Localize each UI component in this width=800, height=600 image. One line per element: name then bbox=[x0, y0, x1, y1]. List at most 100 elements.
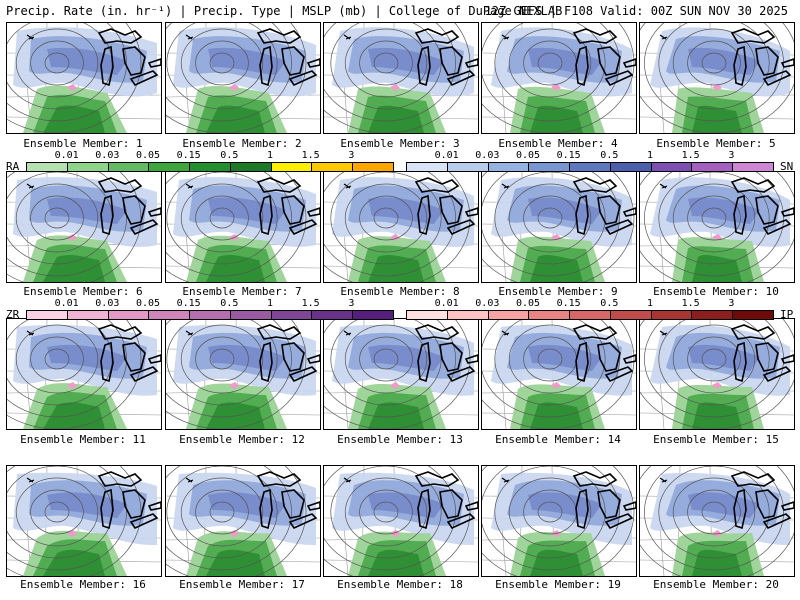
colorbar-ip-tick: 1.5 bbox=[681, 298, 700, 309]
colorbar-ip-tick: 0.15 bbox=[556, 298, 581, 309]
colorbar-ip-tick: 0.03 bbox=[475, 298, 500, 309]
ensemble-member-label: Ensemble Member: 3 bbox=[340, 137, 460, 150]
colorbar-sn-tick: 1 bbox=[646, 150, 654, 161]
ensemble-member-map bbox=[6, 318, 162, 430]
colorbar-zr-swatch bbox=[190, 311, 231, 319]
colorbar-zr-swatch bbox=[312, 311, 354, 319]
colorbar-ip-swatch bbox=[447, 311, 489, 319]
ensemble-member-label: Ensemble Member: 14 bbox=[495, 433, 621, 446]
colorbar-sn-tick: 0.5 bbox=[600, 150, 619, 161]
colorbar-zr-swatch bbox=[271, 311, 313, 319]
ensemble-member-map bbox=[481, 171, 637, 283]
ensemble-member-label: Ensemble Member: 12 bbox=[179, 433, 305, 446]
colorbar-sn-tick: 0.15 bbox=[556, 150, 581, 161]
colorbar-ra-tick: 1 bbox=[266, 150, 274, 161]
colorbar-ra-tick: 0.01 bbox=[54, 150, 79, 161]
colorbar-ip-tick: 3 bbox=[728, 298, 735, 309]
colorbar-sn-swatch bbox=[570, 163, 611, 171]
ensemble-member-label: Ensemble Member: 9 bbox=[498, 285, 618, 298]
ensemble-member-label: Ensemble Member: 1 bbox=[23, 137, 143, 150]
colorbar-ra-swatch bbox=[353, 163, 394, 171]
ensemble-member-label: Ensemble Member: 15 bbox=[653, 433, 779, 446]
ensemble-member-map bbox=[481, 318, 637, 430]
ensemble-member-label: Ensemble Member: 4 bbox=[498, 137, 618, 150]
colorbar-ra-swatch bbox=[230, 163, 272, 171]
ensemble-member-label: Ensemble Member: 11 bbox=[20, 433, 146, 446]
colorbar-zr-swatch bbox=[27, 311, 68, 319]
ensemble-member-map bbox=[639, 171, 795, 283]
ensemble-member-label: Ensemble Member: 6 bbox=[23, 285, 143, 298]
ensemble-member-label: Ensemble Member: 2 bbox=[182, 137, 302, 150]
colorbar-ip-tick: 1 bbox=[646, 298, 654, 309]
colorbar-ra-tick: 0.05 bbox=[135, 150, 161, 161]
colorbar-ra-tick: 0.5 bbox=[220, 150, 239, 161]
cb-ra-code: RA bbox=[6, 160, 20, 173]
colorbar-ra-tick: 0.15 bbox=[176, 150, 201, 161]
colorbar-snow bbox=[406, 162, 774, 172]
colorbar-sn-swatch bbox=[651, 163, 693, 171]
colorbar-zr-tick: 1.5 bbox=[301, 298, 320, 309]
cb-sn-code: SN bbox=[780, 160, 794, 173]
ensemble-member-label: Ensemble Member: 5 bbox=[656, 137, 776, 150]
ensemble-member-map bbox=[323, 318, 479, 430]
colorbar-ip-tick: 0.01 bbox=[434, 298, 459, 309]
ensemble-member-map bbox=[6, 465, 162, 577]
colorbar-freezing-rain bbox=[26, 310, 394, 320]
colorbar-ip-swatch bbox=[733, 311, 774, 319]
colorbar-zr-swatch bbox=[230, 311, 272, 319]
colorbar-ip-swatch bbox=[692, 311, 734, 319]
ensemble-member-label: Ensemble Member: 18 bbox=[337, 578, 463, 591]
ensemble-member-map bbox=[481, 465, 637, 577]
colorbar-sn-tick: 0.01 bbox=[434, 150, 459, 161]
colorbar-ip-swatch bbox=[651, 311, 693, 319]
ensemble-member-label: Ensemble Member: 13 bbox=[337, 433, 463, 446]
colorbar-ip-swatch bbox=[407, 311, 448, 319]
ensemble-member-map bbox=[165, 171, 321, 283]
ensemble-member-label: Ensemble Member: 8 bbox=[340, 285, 460, 298]
colorbar-rain bbox=[26, 162, 394, 172]
colorbar-zr-swatch bbox=[67, 311, 109, 319]
colorbar-sn-tick: 0.05 bbox=[515, 150, 541, 161]
ensemble-member-map bbox=[6, 22, 162, 134]
colorbar-ra-swatch bbox=[149, 163, 191, 171]
colorbar-sn-swatch bbox=[488, 163, 530, 171]
colorbar-ip-swatch bbox=[570, 311, 611, 319]
cb-zr-code: ZR bbox=[6, 308, 20, 321]
colorbar-ra-swatch bbox=[271, 163, 313, 171]
ensemble-member-map bbox=[165, 22, 321, 134]
ensemble-member-map bbox=[165, 465, 321, 577]
ensemble-member-map bbox=[323, 465, 479, 577]
colorbar-ra-swatch bbox=[108, 163, 150, 171]
colorbar-sn-swatch bbox=[407, 163, 448, 171]
colorbar-ra-tick: 3 bbox=[348, 150, 355, 161]
ensemble-member-map bbox=[639, 465, 795, 577]
ensemble-member-map bbox=[165, 318, 321, 430]
ensemble-member-map bbox=[639, 22, 795, 134]
ensemble-member-map bbox=[481, 22, 637, 134]
colorbar-ice-pellets bbox=[406, 310, 774, 320]
map-title: Precip. Rate (in. hr⁻¹) | Precip. Type |… bbox=[6, 4, 563, 18]
colorbar-sn-tick: 3 bbox=[728, 150, 735, 161]
colorbar-zr-tick: 0.03 bbox=[95, 298, 120, 309]
ensemble-member-map bbox=[323, 171, 479, 283]
ensemble-member-label: Ensemble Member: 19 bbox=[495, 578, 621, 591]
ensemble-member-label: Ensemble Member: 16 bbox=[20, 578, 146, 591]
colorbar-zr-tick: 0.5 bbox=[220, 298, 239, 309]
run-valid-time: 12Z GEFS | F108 Valid: 00Z SUN NOV 30 20… bbox=[484, 4, 788, 18]
colorbar-sn-swatch bbox=[610, 163, 652, 171]
colorbar-ip-swatch bbox=[488, 311, 530, 319]
colorbar-ip-swatch bbox=[529, 311, 571, 319]
colorbar-ra-swatch bbox=[67, 163, 109, 171]
ensemble-member-map bbox=[323, 22, 479, 134]
colorbar-sn-swatch bbox=[733, 163, 774, 171]
ensemble-member-map bbox=[6, 171, 162, 283]
colorbar-ip-swatch bbox=[610, 311, 652, 319]
colorbar-ra-swatch bbox=[190, 163, 231, 171]
ensemble-member-label: Ensemble Member: 17 bbox=[179, 578, 305, 591]
colorbar-ra-tick: 1.5 bbox=[301, 150, 320, 161]
ensemble-member-label: Ensemble Member: 20 bbox=[653, 578, 779, 591]
colorbar-ip-tick: 0.5 bbox=[600, 298, 619, 309]
colorbar-zr-tick: 0.05 bbox=[135, 298, 161, 309]
colorbar-ra-swatch bbox=[312, 163, 354, 171]
colorbar-sn-swatch bbox=[529, 163, 571, 171]
